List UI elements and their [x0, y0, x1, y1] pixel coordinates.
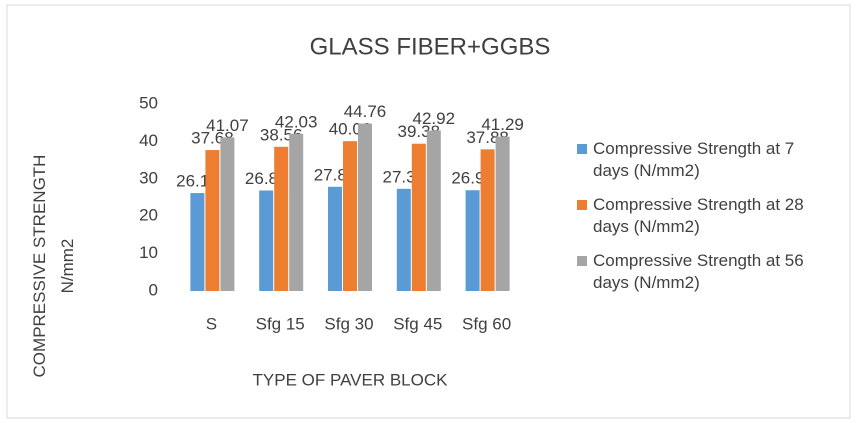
y-tick-label: 40 — [139, 131, 158, 150]
chart-border — [6, 4, 851, 419]
bar — [411, 143, 426, 291]
x-tick-label: Sfg 60 — [462, 314, 511, 333]
legend: Compressive Strength at 7 days (N/mm2) Co… — [577, 138, 827, 306]
bar — [343, 141, 357, 291]
y-axis-label: COMPRESSIVE STRENGTH N/mm2 — [30, 154, 77, 378]
legend-swatch — [577, 144, 587, 154]
legend-swatch — [577, 200, 587, 210]
y-tick-label: 10 — [139, 243, 158, 262]
x-tick-label: S — [206, 314, 217, 333]
y-tick-label: 0 — [149, 280, 158, 299]
data-label: 41.07 — [206, 116, 249, 135]
legend-item: Compressive Strength at 7 days (N/mm2) — [577, 138, 827, 182]
bar — [465, 190, 480, 291]
y-tick-label: 30 — [139, 168, 158, 187]
data-label: 44.76 — [344, 102, 387, 121]
bar — [480, 149, 495, 291]
legend-label: Compressive Strength at 7 days (N/mm2) — [593, 139, 795, 180]
y-tick-label: 20 — [139, 206, 158, 225]
bar — [358, 123, 372, 292]
y-tick-label: 50 — [139, 93, 158, 112]
bar — [205, 150, 220, 291]
legend-label: Compressive Strength at 28 days (N/mm2) — [593, 195, 804, 236]
bar — [328, 186, 342, 291]
bar — [396, 188, 411, 291]
bar — [220, 137, 235, 291]
data-label: 41.29 — [481, 115, 524, 134]
legend-item: Compressive Strength at 56 days (N/mm2) — [577, 250, 827, 294]
data-label: 42.03 — [275, 112, 318, 131]
bar — [274, 146, 289, 291]
bar — [289, 133, 304, 291]
legend-label: Compressive Strength at 56 days (N/mm2) — [593, 251, 804, 292]
x-tick-label: Sfg 45 — [393, 314, 442, 333]
x-tick-label: Sfg 15 — [256, 314, 305, 333]
x-axis-label: TYPE OF PAVER BLOCK — [253, 370, 449, 389]
legend-swatch — [577, 256, 587, 266]
bar — [495, 136, 510, 291]
data-label: 42.92 — [413, 109, 456, 128]
chart-title: GLASS FIBER+GGBS — [310, 33, 551, 60]
bar — [190, 193, 205, 291]
bar — [259, 190, 274, 291]
x-tick-label: Sfg 30 — [324, 314, 373, 333]
bar — [426, 130, 441, 291]
legend-item: Compressive Strength at 28 days (N/mm2) — [577, 194, 827, 238]
